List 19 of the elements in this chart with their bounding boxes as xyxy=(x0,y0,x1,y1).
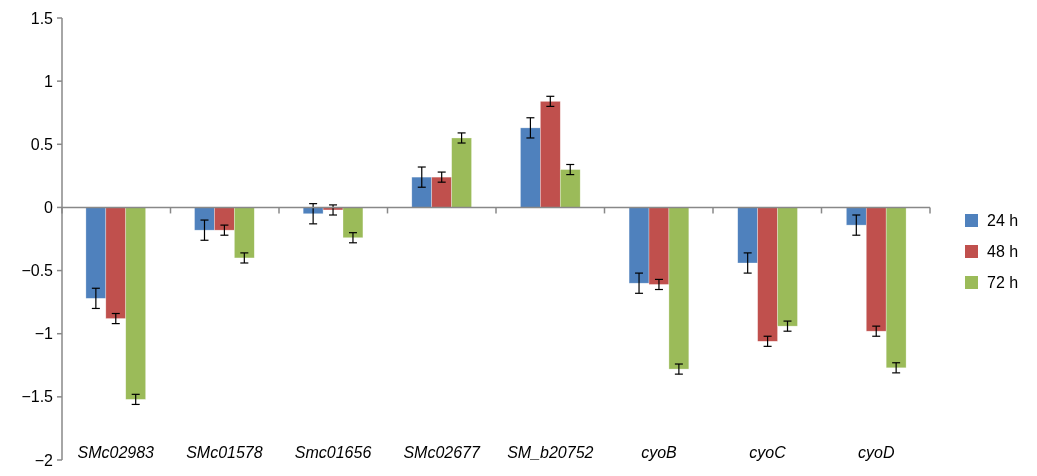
y-tick-label: 1.5 xyxy=(30,9,54,27)
x-tick-label: SM_b20752 xyxy=(507,444,594,461)
x-tick-label: SMc01578 xyxy=(186,444,263,461)
x-tick-label: cyoB xyxy=(641,444,678,461)
x-tick-label: cyoD xyxy=(858,444,895,461)
x-tick-label: SMc02983 xyxy=(77,444,155,461)
legend-label: 24 h xyxy=(987,212,1019,230)
x-tick-label: cyoC xyxy=(749,444,787,461)
y-tick-label: −1 xyxy=(34,325,54,343)
y-tick-label: 0.5 xyxy=(30,135,54,153)
y-tick-label: −1.5 xyxy=(21,388,54,406)
legend-label: 72 h xyxy=(987,274,1019,292)
y-tick-label: −0.5 xyxy=(21,262,54,280)
y-tick-label: 0 xyxy=(44,199,54,217)
legend-label: 48 h xyxy=(987,243,1019,261)
y-tick-label: 1 xyxy=(44,72,54,90)
y-tick-label: −2 xyxy=(34,451,54,469)
x-tick-label: SMc02677 xyxy=(403,444,482,461)
x-tick-label: Smc01656 xyxy=(294,444,372,461)
